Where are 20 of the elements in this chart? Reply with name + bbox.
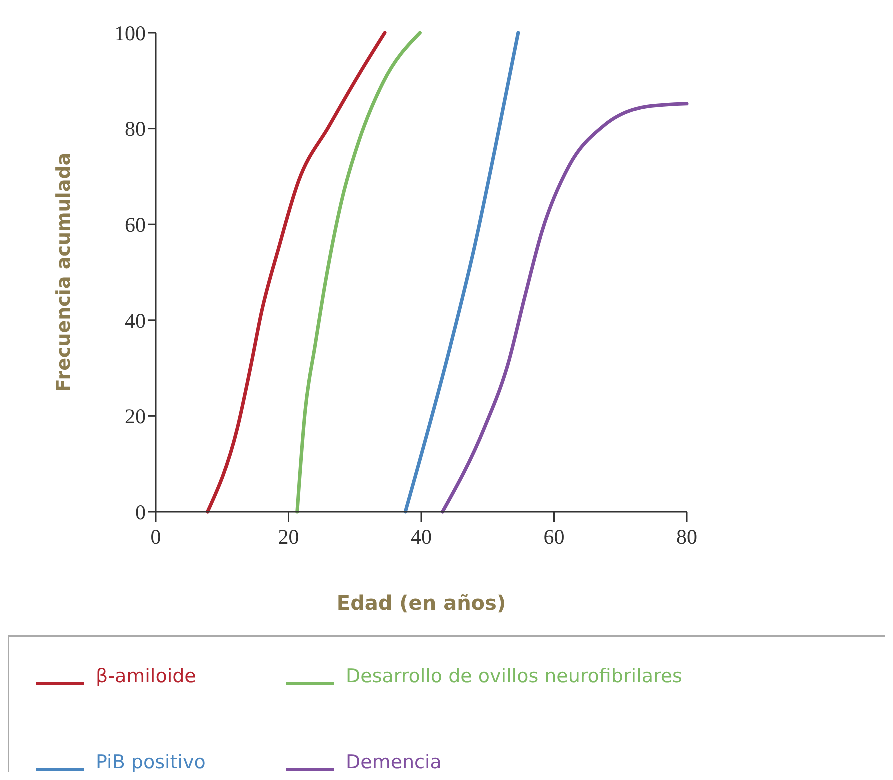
y-tick-label: 100 — [114, 21, 146, 46]
y-axis-title: Frecuencia acumulada — [53, 152, 75, 392]
y-tick-label: 0 — [136, 500, 146, 524]
x-tick-label: 0 — [150, 525, 162, 549]
y-tick-label: 40 — [125, 308, 146, 333]
line-series — [404, 31, 520, 514]
x-tick-label: 40 — [411, 525, 432, 549]
line-series — [296, 31, 422, 514]
line-series — [206, 31, 387, 514]
legend-label: β-amiloide — [96, 666, 196, 688]
x-tick-label: 20 — [278, 525, 300, 549]
line-series — [440, 102, 689, 514]
y-tick-label: 20 — [125, 404, 146, 429]
y-tick-label: 60 — [125, 212, 146, 237]
x-axis-title: Edad (en años) — [336, 591, 506, 615]
x-tick-label: 80 — [676, 525, 698, 549]
y-tick-label: 80 — [125, 117, 146, 142]
legend-label: Desarrollo de ovillos neurofibrilares — [346, 666, 682, 688]
legend-label: Demencia — [346, 752, 442, 774]
x-tick-label: 60 — [544, 525, 565, 549]
